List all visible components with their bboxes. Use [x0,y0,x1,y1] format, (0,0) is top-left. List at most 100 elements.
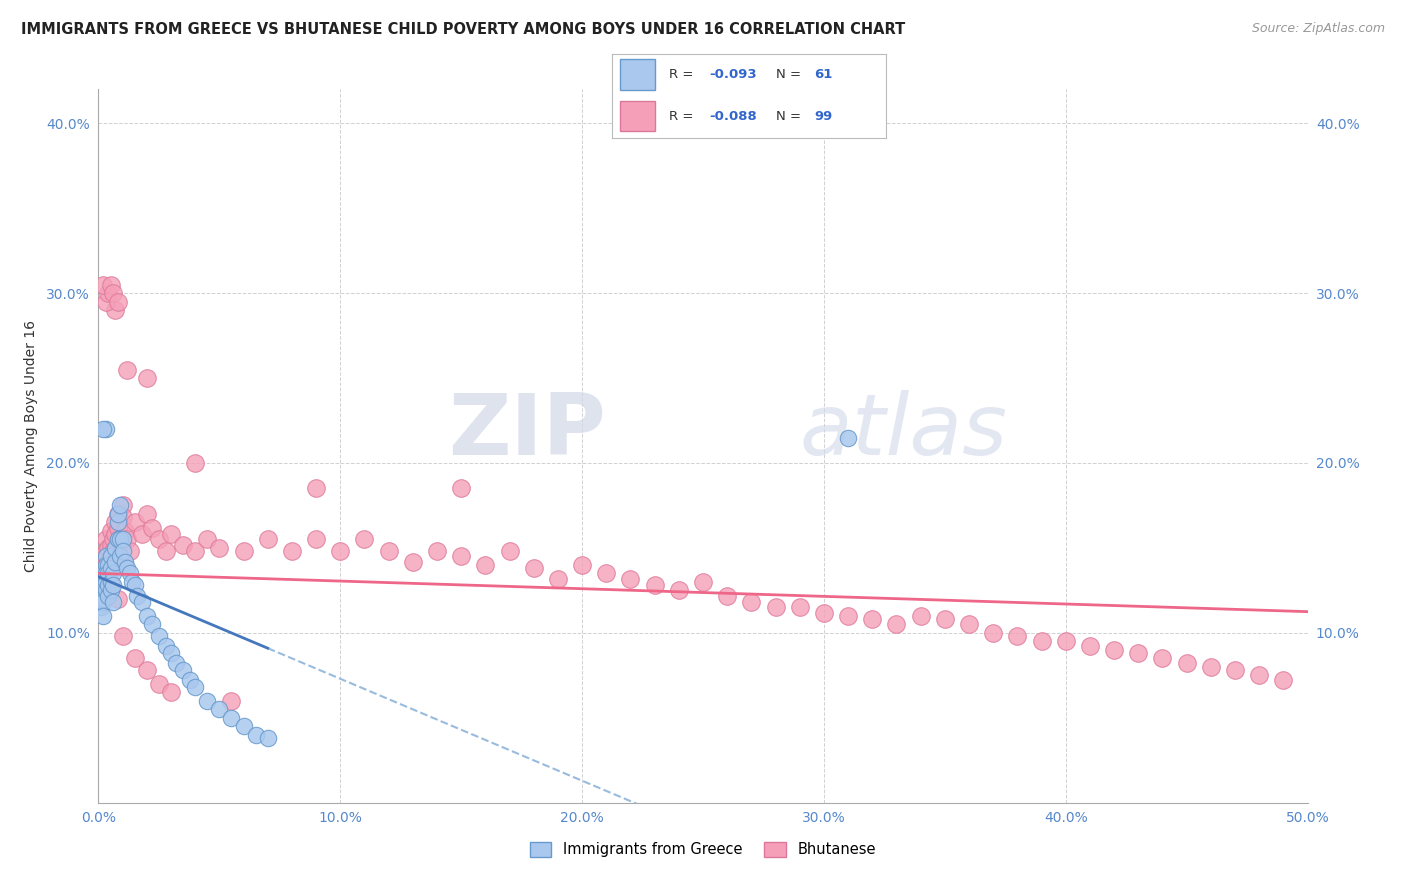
Point [111,544,134,558]
Text: atlas: atlas [800,390,1008,474]
Point [305,482,328,496]
Point [837,608,859,623]
FancyBboxPatch shape [620,101,655,131]
Point [1272,673,1295,688]
Point [1031,634,1053,648]
Point [740,595,762,609]
Text: ZIP: ZIP [449,390,606,474]
Point [934,612,956,626]
Point [498,544,520,558]
Point [910,608,932,623]
Point [94,558,117,572]
Point [595,566,617,581]
Point [111,499,134,513]
Point [148,533,170,547]
Point [172,663,194,677]
Point [94,566,117,581]
Point [281,544,304,558]
Point [329,544,352,558]
Point [91,422,114,436]
Point [97,555,120,569]
Point [101,286,124,301]
Point [765,600,787,615]
Point [160,646,183,660]
Point [104,516,127,530]
Point [94,583,117,598]
Point [179,673,201,688]
Point [104,541,127,555]
Y-axis label: Child Poverty Among Boys Under 16: Child Poverty Among Boys Under 16 [24,320,38,572]
Point [94,544,117,558]
Point [101,544,124,558]
Point [232,719,254,733]
Point [91,549,114,564]
Point [111,533,134,547]
Point [547,572,569,586]
Point [121,574,143,589]
Point [141,520,163,534]
Point [97,541,120,555]
Point [245,728,267,742]
Text: Source: ZipAtlas.com: Source: ZipAtlas.com [1251,22,1385,36]
Point [94,574,117,589]
Point [1102,643,1125,657]
Point [450,482,472,496]
Point [1175,657,1198,671]
Point [91,277,114,292]
Point [101,595,124,609]
Point [131,527,153,541]
Point [450,549,472,564]
Point [107,520,129,534]
Text: IMMIGRANTS FROM GREECE VS BHUTANESE CHILD POVERTY AMONG BOYS UNDER 16 CORRELATIO: IMMIGRANTS FROM GREECE VS BHUTANESE CHIL… [21,22,905,37]
Point [160,685,183,699]
Point [91,591,114,606]
Text: N =: N = [776,110,806,123]
Point [155,640,177,654]
Point [716,589,738,603]
Point [117,362,139,376]
Point [111,510,134,524]
Text: -0.093: -0.093 [709,68,756,81]
Point [184,456,207,470]
Point [101,566,124,581]
Point [860,612,883,626]
Point [1128,646,1150,660]
Point [571,558,593,572]
Point [208,702,231,716]
Point [127,589,149,603]
Point [97,589,120,603]
Point [148,677,170,691]
Point [1199,660,1222,674]
Point [195,694,218,708]
Point [208,541,231,555]
Point [124,651,146,665]
Point [94,533,117,547]
Point [108,533,131,547]
Point [118,566,141,581]
Point [91,608,114,623]
Point [131,595,153,609]
Point [108,549,131,564]
Point [118,544,141,558]
Text: -0.088: -0.088 [709,110,756,123]
Point [101,578,124,592]
Point [94,294,117,309]
Point [135,663,157,677]
Point [813,606,835,620]
Point [90,583,112,598]
Point [402,555,425,569]
Point [148,629,170,643]
Point [104,555,127,569]
Point [108,533,131,547]
Point [155,544,177,558]
Point [100,583,122,598]
Point [100,561,122,575]
Point [107,294,129,309]
Point [97,558,120,572]
Point [619,572,641,586]
Text: R =: R = [669,68,697,81]
Point [94,422,117,436]
Point [117,561,139,575]
Point [256,533,278,547]
Point [426,544,449,558]
